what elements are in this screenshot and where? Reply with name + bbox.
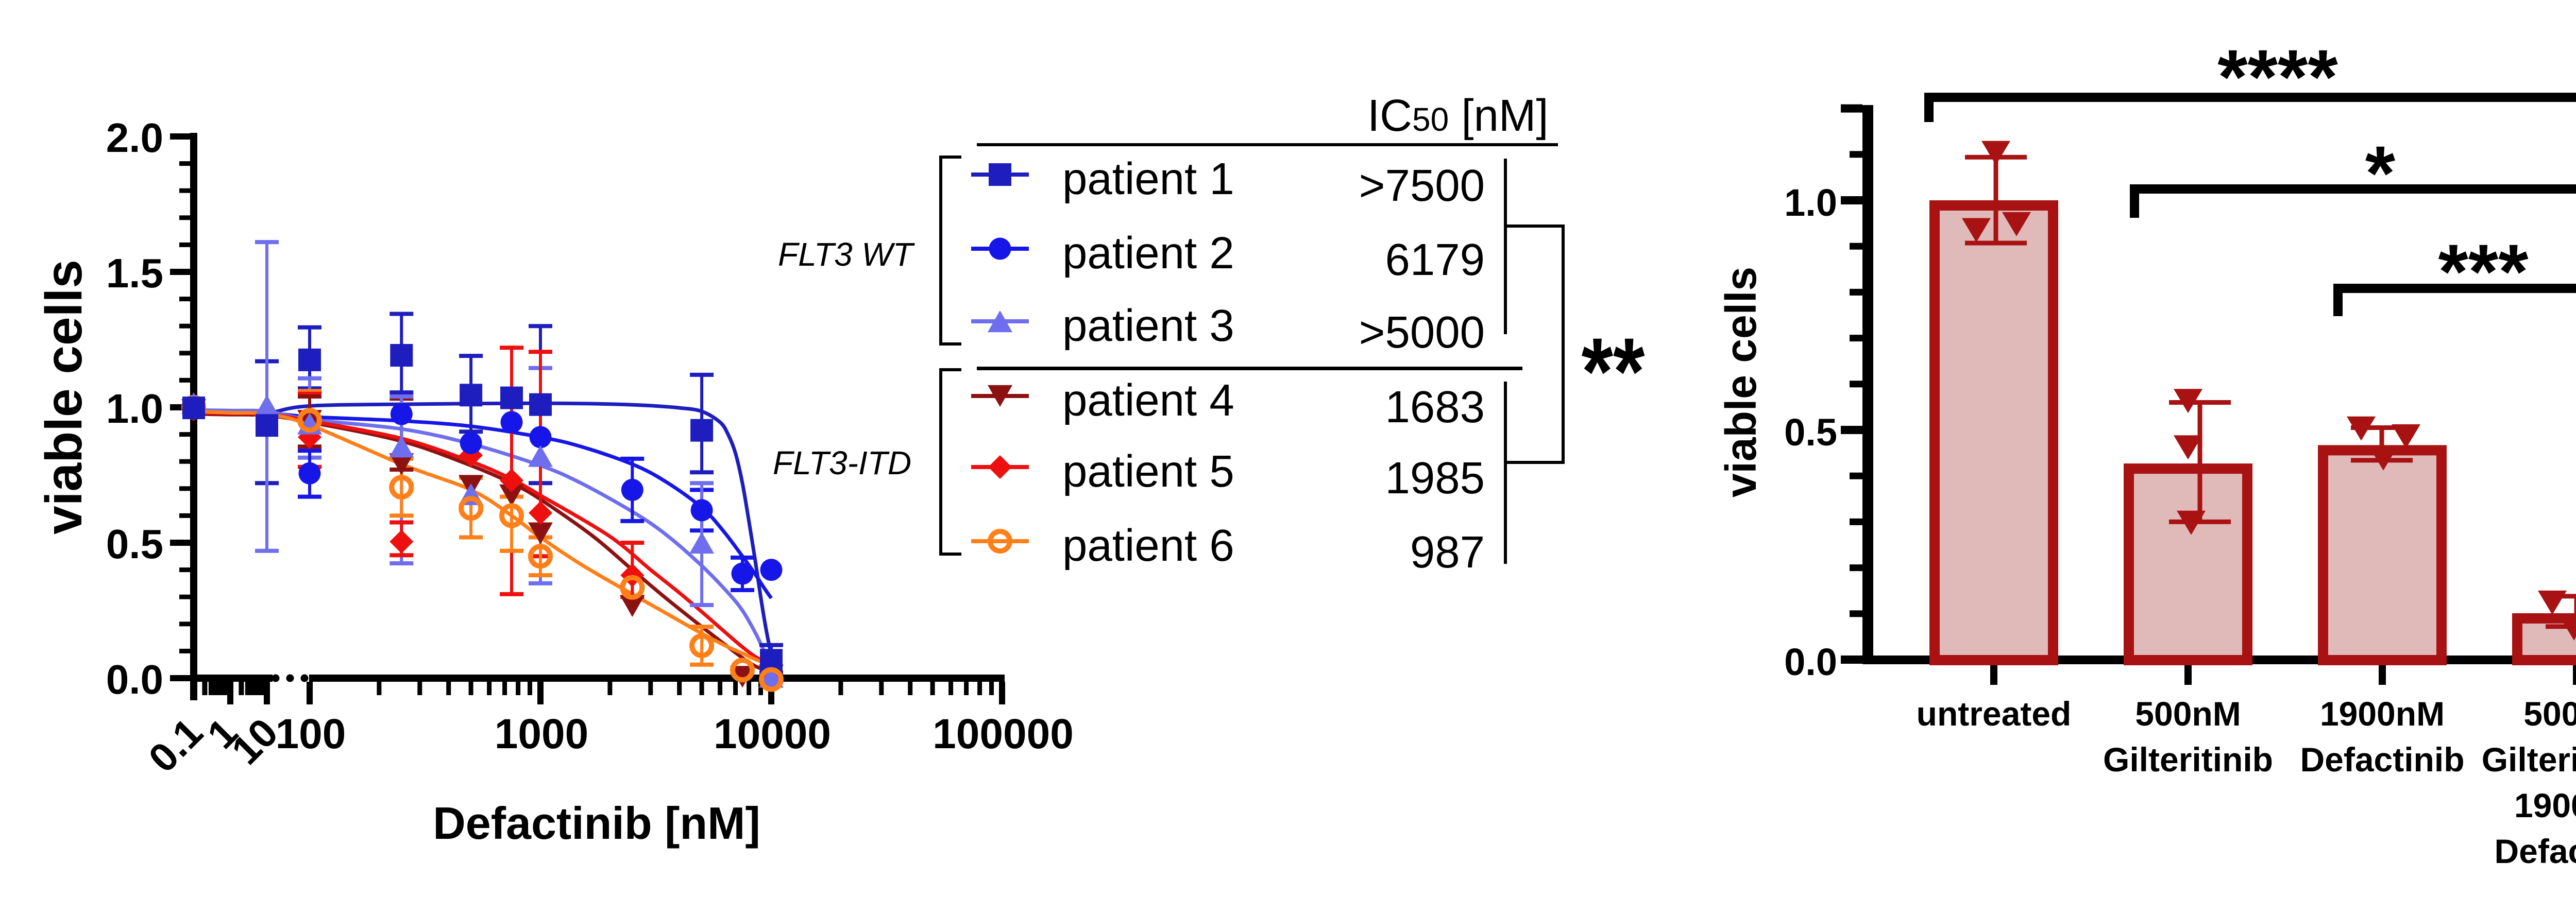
svg-text:0.0: 0.0 — [106, 657, 163, 702]
svg-text:>7500: >7500 — [1359, 161, 1485, 211]
svg-text:****: **** — [2217, 33, 2338, 120]
svg-text:100000: 100000 — [933, 711, 1074, 757]
svg-text:patient 6: patient 6 — [1062, 521, 1234, 571]
svg-text:1.0: 1.0 — [106, 386, 163, 432]
svg-text:*: * — [2365, 130, 2396, 216]
svg-text:500nM: 500nM — [2523, 695, 2576, 733]
svg-text:0.0: 0.0 — [1784, 641, 1837, 683]
svg-text:2.0: 2.0 — [106, 115, 163, 161]
svg-text:***: *** — [2438, 228, 2529, 315]
svg-text:1683: 1683 — [1385, 382, 1485, 432]
svg-text:Gilteritinib: Gilteritinib — [2103, 740, 2273, 779]
svg-text:IC50 [nM]: IC50 [nM] — [1367, 91, 1549, 141]
svg-text:viable cells: viable cells — [1717, 267, 1765, 497]
svg-text:6179: 6179 — [1385, 235, 1485, 285]
svg-text:987: 987 — [1410, 527, 1485, 577]
svg-text:0.5: 0.5 — [1784, 411, 1837, 454]
svg-text:500nM: 500nM — [2135, 695, 2241, 733]
svg-text:0.5: 0.5 — [106, 521, 163, 567]
svg-text:Defactinib: Defactinib — [2494, 832, 2576, 870]
svg-text:Defactinib [nM]: Defactinib [nM] — [433, 798, 760, 849]
svg-text:100: 100 — [276, 711, 346, 757]
svg-text:FLT3-ITD: FLT3-ITD — [773, 444, 911, 481]
svg-text:1900nM: 1900nM — [2514, 786, 2576, 824]
svg-text:1.5: 1.5 — [106, 250, 163, 296]
svg-text:Gilteritinib+: Gilteritinib+ — [2482, 740, 2576, 779]
svg-text:10000: 10000 — [714, 711, 831, 757]
svg-text:patient 5: patient 5 — [1062, 446, 1234, 496]
svg-text:viable cells: viable cells — [35, 260, 93, 534]
svg-text:1985: 1985 — [1385, 453, 1485, 503]
svg-text:patient 1: patient 1 — [1062, 154, 1234, 204]
svg-text:FLT3 WT: FLT3 WT — [778, 236, 915, 273]
svg-text:Defactinib: Defactinib — [2300, 740, 2464, 779]
svg-text:1.0: 1.0 — [1784, 181, 1837, 224]
svg-text:patient 3: patient 3 — [1062, 301, 1234, 351]
svg-text:>5000: >5000 — [1359, 307, 1485, 357]
svg-text:patient 2: patient 2 — [1062, 228, 1234, 278]
svg-text:1000: 1000 — [495, 711, 588, 757]
svg-text:1900nM: 1900nM — [2320, 695, 2445, 733]
svg-text:patient 4: patient 4 — [1062, 375, 1234, 425]
svg-text:untreated: untreated — [1917, 695, 2072, 733]
svg-text:**: ** — [1582, 319, 1645, 425]
